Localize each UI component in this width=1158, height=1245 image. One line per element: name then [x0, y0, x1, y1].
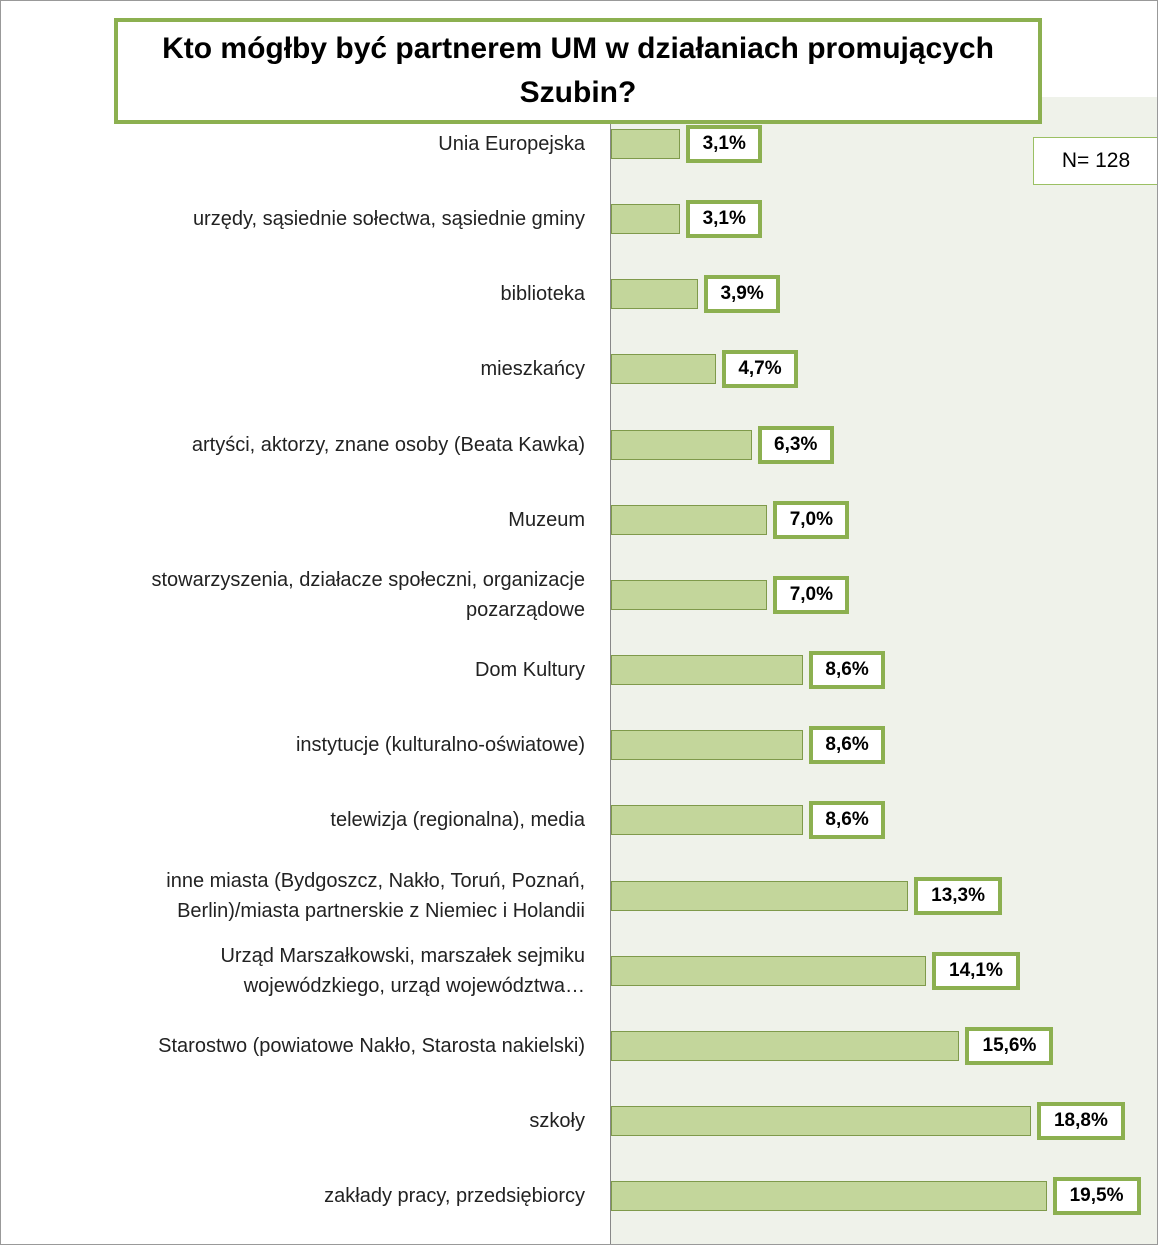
- bar: [611, 204, 681, 235]
- bar: [611, 429, 752, 460]
- category-label: artyści, aktorzy, znane osoby (Beata Kaw…: [191, 433, 585, 456]
- bar: [611, 1181, 1047, 1212]
- category-label: stowarzyszenia, działacze społeczni, org…: [151, 568, 585, 621]
- bar: [611, 1030, 960, 1061]
- value-label: 18,8%: [1036, 1101, 1125, 1140]
- value-label: 7,0%: [773, 575, 850, 614]
- bar: [611, 730, 804, 761]
- value-label: 8,6%: [809, 726, 886, 765]
- bar: [611, 805, 804, 836]
- category-label: Starostwo (powiatowe Nakło, Starosta nak…: [158, 1034, 585, 1057]
- category-label: Dom Kultury: [474, 659, 585, 682]
- category-label: inne miasta (Bydgoszcz, Nakło, Toruń, Po…: [166, 869, 585, 922]
- value-label: 8,6%: [809, 651, 886, 690]
- value-label: 14,1%: [931, 951, 1020, 990]
- annotation: N= 128: [1033, 137, 1157, 185]
- category-label: biblioteka: [500, 283, 585, 306]
- bar: [611, 655, 804, 686]
- bar: [611, 129, 681, 159]
- value-label: 3,1%: [686, 200, 763, 239]
- value-label: 7,0%: [773, 500, 850, 539]
- category-label: Unia Europejska: [438, 133, 585, 155]
- bar: [611, 579, 768, 610]
- category-label: Urząd Marszałkowski, marszałek sejmiku w…: [220, 944, 585, 997]
- bar: [611, 955, 926, 986]
- value-label: 6,3%: [757, 425, 834, 464]
- bar: [611, 354, 716, 385]
- category-label: telewizja (regionalna), media: [330, 809, 585, 832]
- bar: [611, 880, 909, 911]
- value-label: 3,9%: [704, 275, 781, 314]
- chart-title: Kto mógłby być partnerem UM w działaniac…: [114, 18, 1042, 124]
- value-label: 13,3%: [914, 876, 1003, 915]
- value-label: 3,1%: [686, 125, 763, 163]
- value-label: 4,7%: [721, 350, 798, 389]
- bar: [611, 504, 768, 535]
- category-label: urzędy, sąsiednie sołectwa, sąsiednie gm…: [192, 208, 585, 231]
- value-label: 8,6%: [809, 801, 886, 840]
- axis-line: [610, 121, 611, 1244]
- bar: [611, 1105, 1031, 1136]
- value-label: 15,6%: [965, 1026, 1054, 1065]
- category-label: instytucje (kulturalno-oświatowe): [295, 734, 585, 757]
- value-label: 19,5%: [1052, 1177, 1141, 1216]
- category-label: Muzeum: [508, 508, 585, 531]
- category-label: mieszkańcy: [480, 358, 585, 381]
- category-label: szkoły: [529, 1109, 585, 1132]
- bar: [611, 279, 699, 310]
- category-label: zakłady pracy, przedsiębiorcy: [324, 1185, 585, 1208]
